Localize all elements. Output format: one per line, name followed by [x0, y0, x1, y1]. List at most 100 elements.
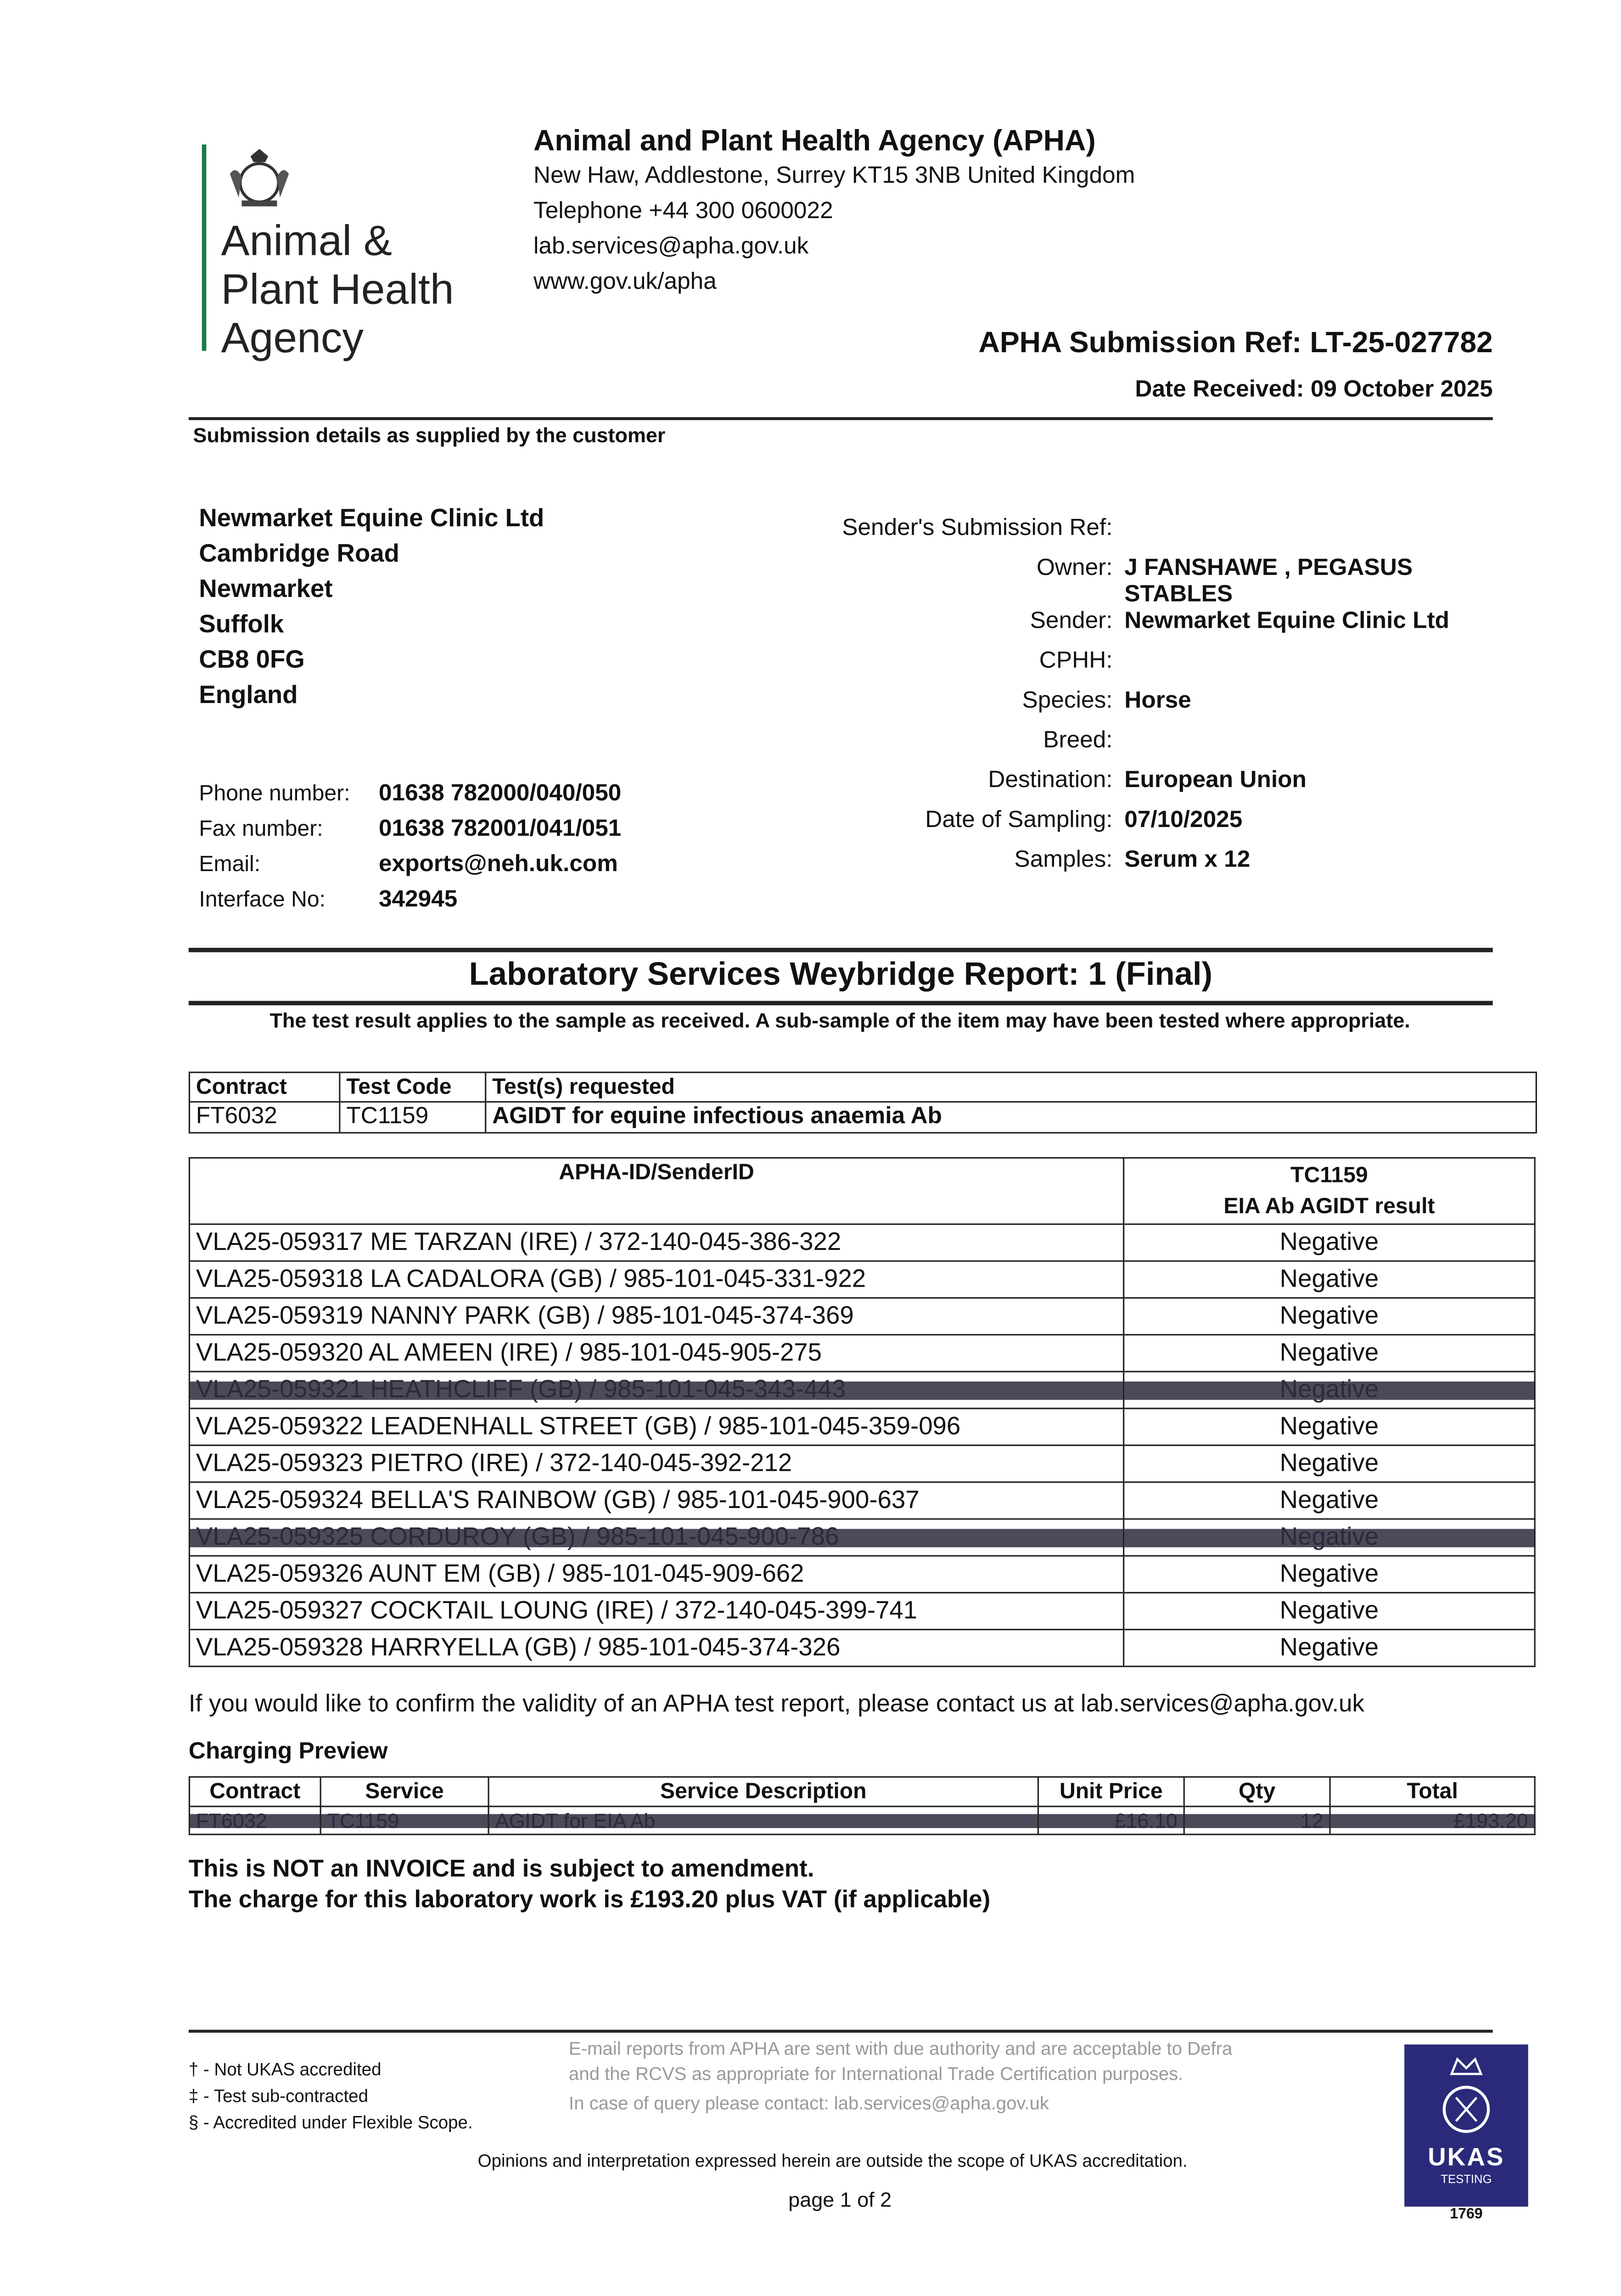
header-result-label: EIA Ab AGIDT result	[1223, 1194, 1435, 1219]
report-note: The test result applies to the sample as…	[269, 1008, 1410, 1032]
detail-row: Sender's Submission Ref:	[825, 516, 1503, 556]
charge-note: The charge for this laboratory work is £…	[188, 1886, 991, 1913]
detail-label: Sender's Submission Ref:	[842, 516, 1113, 541]
sample-id-cell: VLA25-059325 CORDUROY (GB) / 985-101-045…	[188, 1518, 1125, 1557]
address-line: Suffolk	[199, 610, 284, 638]
submission-details: Sender's Submission Ref: Owner: J FANSHAWE…	[825, 516, 1503, 888]
sample-id-cell: VLA25-059328 HARRYELLA (GB) / 985-101-04…	[188, 1629, 1125, 1667]
detail-label: Breed:	[1043, 728, 1113, 754]
agency-address: New Haw, Addlestone, Surrey KT15 3NB Uni…	[533, 163, 1135, 189]
agency-logo-text: Animal & Plant Health Agency	[221, 218, 454, 364]
email-note: E-mail reports from APHA are sent with d…	[569, 2037, 1262, 2116]
result-row: VLA25-059317 ME TARZAN (IRE) / 372-140-0…	[188, 1223, 1536, 1262]
result-row: VLA25-059322 LEADENHALL STREET (GB) / 98…	[188, 1407, 1536, 1446]
contract-cell: FT6032	[188, 1806, 321, 1835]
test-requested-cell: AGIDT for equine infectious anaemia Ab	[485, 1101, 1537, 1134]
column-header: Test(s) requested	[485, 1071, 1537, 1103]
detail-label: Samples:	[1014, 847, 1113, 873]
detail-label: Owner:	[1036, 556, 1113, 581]
results-table: APHA-ID/SenderID TC1159 EIA Ab AGIDT resul…	[188, 1157, 1536, 1667]
description-cell: AGIDT for EIA Ab	[488, 1806, 1039, 1835]
agency-name: Animal and Plant Health Agency (APHA)	[533, 125, 1096, 158]
date-received: Date Received: 09 October 2025	[1135, 377, 1493, 403]
detail-label: Sender:	[1030, 608, 1113, 634]
sample-id-cell: VLA25-059319 NANNY PARK (GB) / 985-101-0…	[188, 1297, 1125, 1336]
detail-row: Samples: Serum x 12	[825, 848, 1503, 888]
detail-value: 07/10/2025	[1124, 808, 1243, 833]
column-header: Unit Price	[1037, 1776, 1185, 1807]
table-row: FT6032 TC1159 AGIDT for EIA Ab £16.10 12…	[188, 1806, 1536, 1835]
ukas-sub: TESTING	[1441, 2172, 1492, 2186]
charging-title: Charging Preview	[188, 1739, 388, 1765]
address-line: Newmarket Equine Clinic Ltd	[199, 504, 544, 532]
result-row: VLA25-059328 HARRYELLA (GB) / 985-101-04…	[188, 1629, 1536, 1667]
detail-value: J FANSHAWE , PEGASUS STABLES	[1124, 556, 1413, 608]
result-row: VLA25-059325 CORDUROY (GB) / 985-101-045…	[188, 1518, 1536, 1557]
detail-value: Serum x 12	[1124, 847, 1251, 873]
sample-id-cell: VLA25-059326 AUNT EM (GB) / 985-101-045-…	[188, 1555, 1125, 1594]
result-cell: Negative	[1123, 1518, 1536, 1557]
address-line: Cambridge Road	[199, 539, 400, 568]
table-row: FT6032 TC1159 AGIDT for equine infectious …	[188, 1101, 1537, 1134]
customer-contacts: Phone number: 01638 782000/040/050 Fax nu…	[199, 777, 621, 918]
tests-table: Contract Test Code Test(s) requested FT603…	[188, 1071, 1537, 1134]
result-cell: Negative	[1123, 1260, 1536, 1299]
address-line: Newmarket	[199, 574, 333, 603]
result-cell: Negative	[1123, 1481, 1536, 1520]
address-line: CB8 0FG	[199, 645, 305, 674]
logo-line: Animal &	[221, 218, 393, 265]
qty-cell: 12	[1183, 1806, 1331, 1835]
royal-crest-icon	[230, 149, 289, 207]
result-cell: Negative	[1123, 1629, 1536, 1667]
result-row: VLA25-059320 AL AMEEN (IRE) / 985-101-04…	[188, 1334, 1536, 1373]
logo-line: Plant Health	[221, 267, 454, 314]
ukas-note: Opinions and interpretation expressed he…	[477, 2150, 1188, 2172]
footnote: † - Not UKAS accredited	[188, 2059, 381, 2080]
result-row: VLA25-059326 AUNT EM (GB) / 985-101-045-…	[188, 1555, 1536, 1594]
crown-icon	[1442, 2057, 1490, 2133]
result-cell: Negative	[1123, 1555, 1536, 1594]
column-header-result: TC1159 EIA Ab AGIDT result	[1123, 1157, 1536, 1225]
agency-email: lab.services@apha.gov.uk	[533, 234, 809, 259]
detail-label: Species:	[1022, 688, 1113, 714]
contact-row: Phone number: 01638 782000/040/050	[199, 777, 621, 812]
sample-id-cell: VLA25-059317 ME TARZAN (IRE) / 372-140-0…	[188, 1223, 1125, 1262]
sample-id-cell: VLA25-059322 LEADENHALL STREET (GB) / 98…	[188, 1407, 1125, 1446]
ukas-name: UKAS	[1428, 2143, 1505, 2172]
contact-row: Email: exports@neh.uk.com	[199, 848, 621, 883]
contact-value: 342945	[378, 887, 458, 912]
divider	[188, 2030, 1493, 2033]
sample-id-cell: VLA25-059327 COCKTAIL LOUNG (IRE) / 372-…	[188, 1592, 1125, 1631]
query-contact: In case of query please contact: lab.ser…	[569, 2093, 1049, 2114]
page-number: page 1 of 2	[788, 2187, 892, 2211]
contact-label: Email:	[199, 852, 261, 877]
ukas-logo: UKAS TESTING	[1404, 2044, 1528, 2207]
divider	[188, 1001, 1493, 1006]
result-cell: Negative	[1123, 1444, 1536, 1483]
ukas-number: 1769	[1450, 2206, 1483, 2223]
logo-line: Agency	[221, 315, 364, 363]
total-cell: £193.20	[1329, 1806, 1536, 1835]
invoice-note: This is NOT an INVOICE and is subject to…	[188, 1856, 814, 1883]
contact-label: Fax number:	[199, 816, 323, 842]
divider	[188, 948, 1493, 952]
contact-value: exports@neh.uk.com	[378, 852, 618, 877]
validity-note: If you would like to confirm the validit…	[188, 1690, 1365, 1717]
result-row: VLA25-059318 LA CADALORA (GB) / 985-101-…	[188, 1260, 1536, 1299]
result-row: VLA25-059324 BELLA'S RAINBOW (GB) / 985-…	[188, 1481, 1536, 1520]
contract-cell: FT6032	[188, 1101, 341, 1134]
detail-row: Destination: European Union	[825, 768, 1503, 808]
agency-website: www.gov.uk/apha	[533, 270, 717, 295]
sample-id-cell: VLA25-059320 AL AMEEN (IRE) / 985-101-04…	[188, 1334, 1125, 1373]
agency-telephone: Telephone +44 300 0600022	[533, 199, 833, 224]
column-header: Test Code	[339, 1071, 487, 1103]
report-title: Laboratory Services Weybridge Report: 1 …	[469, 955, 1213, 992]
contact-label: Interface No:	[199, 887, 326, 912]
address-line: England	[199, 681, 298, 709]
detail-value: European Union	[1124, 768, 1307, 793]
contact-row: Fax number: 01638 782001/041/051	[199, 812, 621, 848]
result-row: VLA25-059323 PIETRO (IRE) / 372-140-045-…	[188, 1444, 1536, 1483]
sample-id-cell: VLA25-059323 PIETRO (IRE) / 372-140-045-…	[188, 1444, 1125, 1483]
detail-row: CPHH:	[825, 648, 1503, 688]
